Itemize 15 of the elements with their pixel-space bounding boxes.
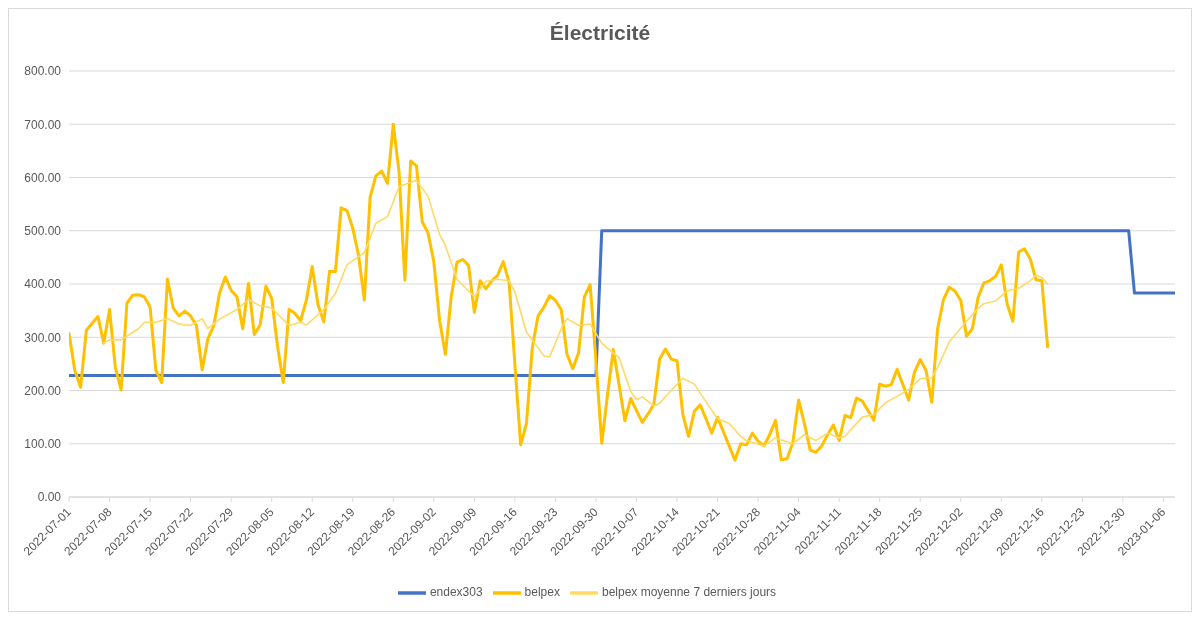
line-series (102, 179, 1049, 447)
y-tick-label: 0.00 (37, 490, 62, 505)
y-tick-label: 400.00 (24, 277, 62, 292)
legend-label: belpex moyenne 7 derniers jours (601, 585, 777, 600)
y-tick-label: 100.00 (24, 437, 62, 452)
line-series (69, 122, 1050, 462)
y-tick-label: 500.00 (24, 224, 62, 239)
y-tick-label: 200.00 (24, 383, 62, 398)
legend-label: endex303 (429, 585, 483, 600)
y-tick-label: 800.00 (24, 64, 62, 79)
chart-title: Électricité (548, 20, 652, 46)
y-tick-label: 300.00 (24, 330, 62, 345)
y-tick-label: 600.00 (24, 170, 62, 185)
legend-label: belpex (524, 585, 560, 600)
y-tick-label: 700.00 (24, 117, 62, 132)
